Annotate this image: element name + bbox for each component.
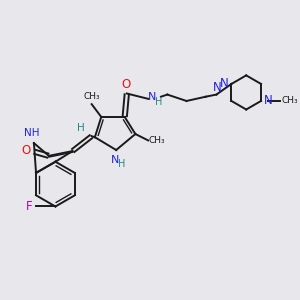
Text: H: H	[155, 97, 163, 107]
Text: N: N	[220, 77, 228, 90]
Text: O: O	[22, 144, 31, 157]
Text: N: N	[148, 92, 157, 102]
Text: CH₃: CH₃	[281, 97, 298, 106]
Text: CH₃: CH₃	[148, 136, 165, 145]
Text: CH₃: CH₃	[83, 92, 100, 101]
Text: O: O	[121, 79, 130, 92]
Text: N: N	[264, 94, 273, 107]
Text: N: N	[111, 154, 119, 165]
Text: H: H	[118, 159, 125, 169]
Text: NH: NH	[24, 128, 40, 139]
Text: F: F	[26, 200, 32, 213]
Text: N: N	[213, 81, 222, 94]
Text: H: H	[77, 123, 85, 133]
